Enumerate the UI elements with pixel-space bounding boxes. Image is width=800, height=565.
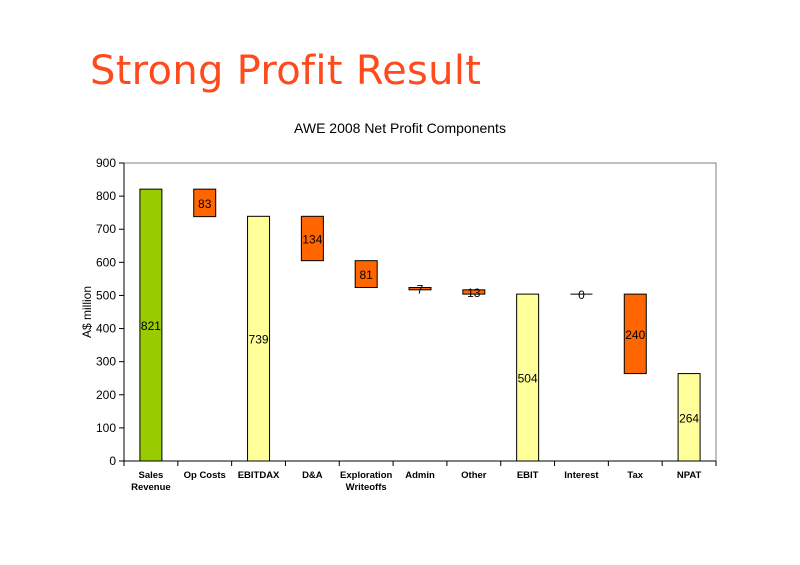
category-label: Tax — [627, 470, 643, 481]
bar — [623, 293, 647, 375]
data-label: 81 — [360, 268, 374, 282]
y-tick-label: 300 — [96, 355, 116, 369]
data-label: 264 — [679, 411, 699, 425]
data-label: 0 — [578, 288, 585, 302]
chart-title: AWE 2008 Net Profit Components — [294, 120, 506, 136]
y-axis-label: A$ million — [80, 286, 94, 338]
bar — [193, 188, 217, 218]
data-label: 739 — [249, 333, 269, 347]
bar — [139, 188, 163, 462]
y-tick-label: 600 — [96, 255, 116, 269]
bar — [516, 293, 540, 462]
category-label: NPAT — [677, 470, 702, 481]
bar — [247, 215, 271, 462]
plot-area: 0 100 200 300 400 500 600 700 800 900 821 SalesReve… — [96, 156, 717, 493]
bar — [354, 260, 378, 288]
category-label: D&A — [302, 470, 323, 481]
data-label: 504 — [518, 372, 538, 386]
bar — [408, 286, 432, 291]
category-label: EBIT — [517, 470, 539, 481]
category-label: Admin — [405, 470, 435, 481]
data-label: 7 — [417, 283, 424, 297]
y-tick-label: 100 — [96, 421, 116, 435]
category-label: Interest — [564, 470, 599, 481]
data-label: 240 — [625, 328, 645, 342]
bar — [677, 373, 701, 462]
y-tick-label: 700 — [96, 222, 116, 236]
category-label: Other — [461, 470, 487, 481]
y-tick-label: 0 — [109, 454, 116, 468]
y-tick-label: 500 — [96, 288, 116, 302]
data-label: 821 — [141, 319, 161, 333]
category-label: Exploration — [340, 470, 392, 481]
y-tick-label: 200 — [96, 388, 116, 402]
y-tick-label: 400 — [96, 322, 116, 336]
bar — [300, 215, 324, 262]
category-label: EBITDAX — [238, 470, 280, 481]
category-label: Sales — [138, 470, 163, 481]
category-label: Writeoffs — [346, 482, 387, 493]
y-tick-label: 800 — [96, 189, 116, 203]
category-label: Revenue — [131, 482, 171, 493]
y-tick-label: 900 — [96, 156, 116, 170]
bar — [462, 289, 486, 295]
data-label: 83 — [198, 197, 212, 211]
slide-title: Strong Profit Result — [90, 48, 482, 94]
data-label: 134 — [302, 232, 322, 246]
data-label: 13 — [467, 286, 481, 300]
category-label: Op Costs — [184, 470, 226, 481]
